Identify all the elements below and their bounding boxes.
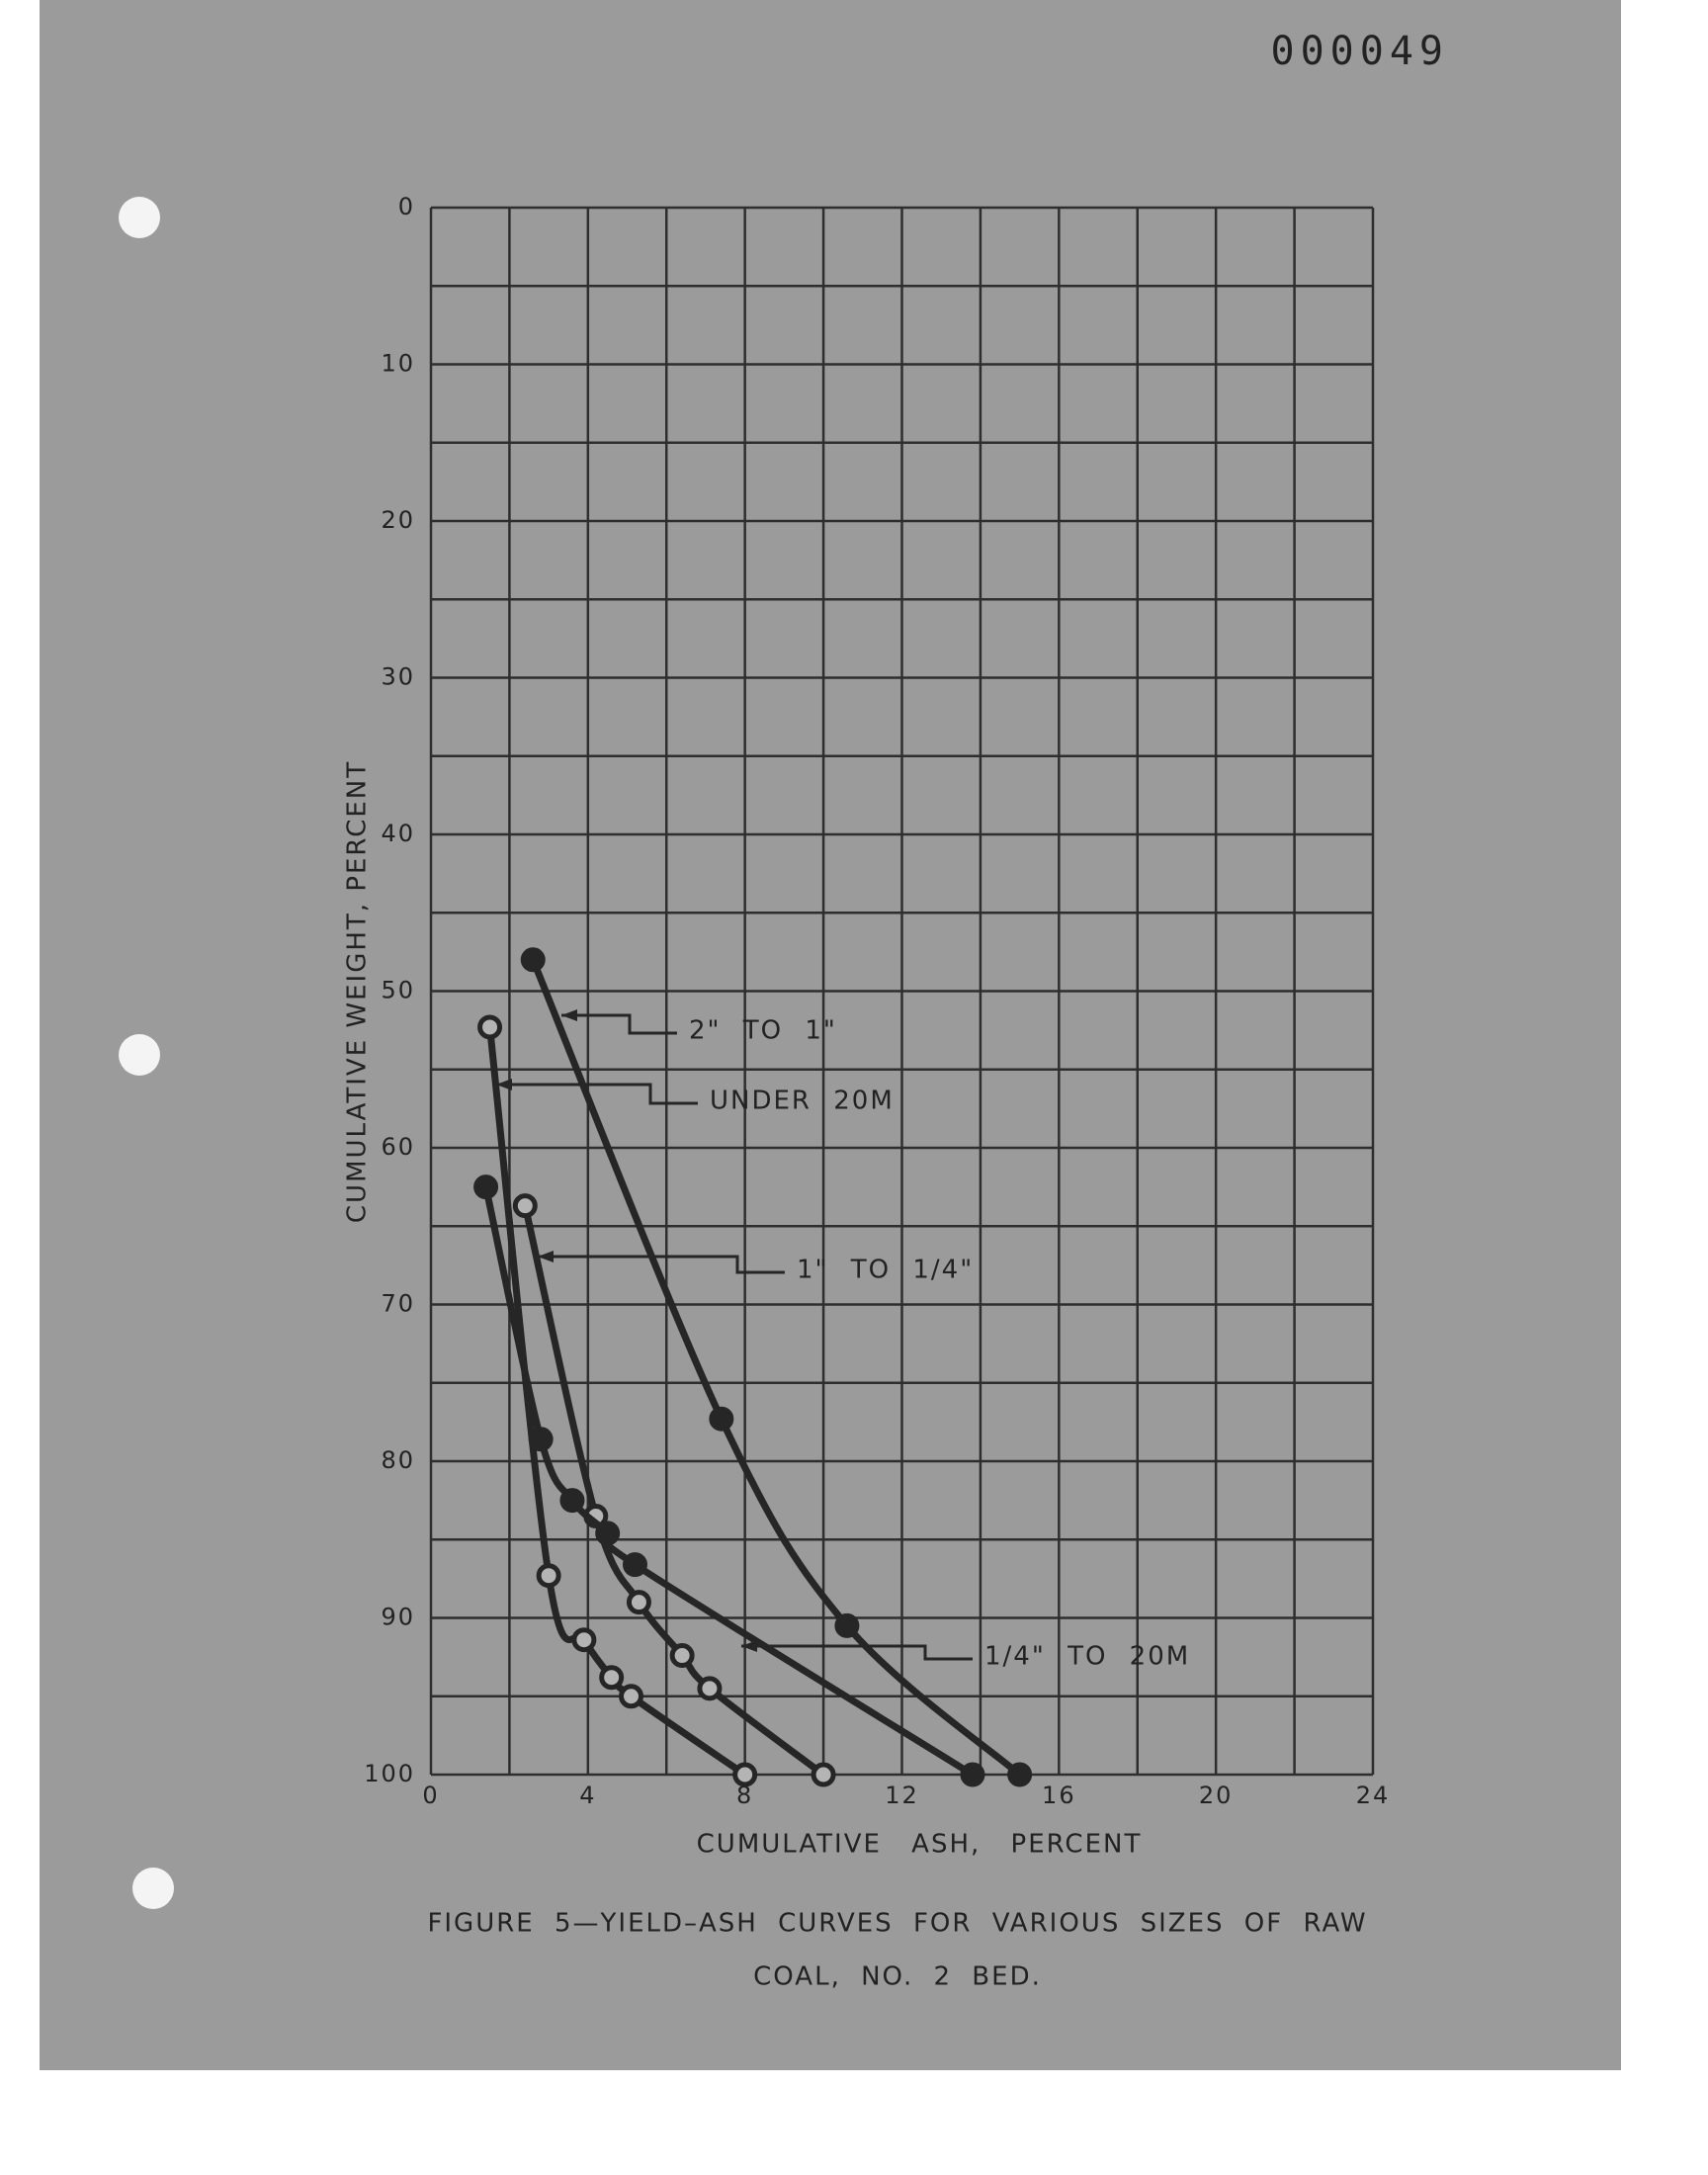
- arrowhead: [741, 1640, 757, 1652]
- data-point: [622, 1552, 647, 1578]
- data-point: [1007, 1762, 1033, 1787]
- curve-label: UNDER 20M: [710, 1087, 895, 1116]
- data-point: [599, 1665, 625, 1691]
- y-tick-label: 90: [381, 1604, 415, 1631]
- data-point: [595, 1521, 621, 1546]
- data-point: [697, 1676, 723, 1701]
- page-number: 000049: [1271, 29, 1450, 74]
- x-tick-label: 0: [422, 1782, 439, 1809]
- data-point: [536, 1563, 561, 1589]
- punch-hole: [119, 1034, 160, 1076]
- x-tick-label: 4: [579, 1782, 596, 1809]
- arrowhead: [496, 1079, 512, 1090]
- data-point: [512, 1193, 538, 1219]
- y-tick-label: 50: [381, 977, 415, 1004]
- data-point: [528, 1427, 554, 1452]
- curve-label: 2" TO 1": [689, 1016, 837, 1046]
- x-tick-label: 12: [885, 1782, 919, 1809]
- data-point: [473, 1174, 499, 1200]
- paper: [40, 0, 1621, 2070]
- punch-hole: [119, 197, 160, 238]
- data-point: [571, 1627, 597, 1653]
- caption: FIGURE 5—YIELD–ASH CURVES FOR VARIOUS SI…: [427, 1909, 1367, 1939]
- y-tick-label: 40: [381, 820, 415, 847]
- y-tick-label: 10: [381, 350, 415, 378]
- y-tick-label: 20: [381, 506, 415, 534]
- annotation-arrow: [561, 1013, 677, 1035]
- caption: COAL, NO. 2 BED.: [753, 1962, 1042, 1992]
- annotation-arrow: [538, 1255, 785, 1274]
- data-point: [834, 1612, 860, 1638]
- curve: [529, 956, 1024, 1779]
- y-tick-label: 80: [381, 1446, 415, 1474]
- data-point: [732, 1762, 758, 1787]
- data-point: [709, 1406, 734, 1432]
- x-tick-label: 16: [1042, 1782, 1076, 1809]
- curve-label: 1/4" TO 20M: [984, 1642, 1190, 1672]
- data-point: [559, 1488, 585, 1514]
- y-tick-label: 30: [381, 663, 415, 691]
- x-axis-title: CUMULATIVE ASH, PERCENT: [697, 1830, 1143, 1860]
- arrowhead: [561, 1009, 577, 1021]
- data-point: [669, 1643, 695, 1669]
- data-point: [477, 1014, 503, 1040]
- data-point: [811, 1762, 836, 1787]
- y-tick-label: 100: [364, 1760, 415, 1787]
- arrowhead: [538, 1251, 554, 1262]
- data-point: [626, 1590, 651, 1615]
- x-tick-label: 24: [1356, 1782, 1391, 1809]
- y-axis-title: CUMULATIVE WEIGHT, PERCENT: [343, 760, 373, 1223]
- x-tick-label: 20: [1199, 1782, 1234, 1809]
- annotation-arrow: [496, 1083, 698, 1105]
- data-point: [619, 1684, 644, 1709]
- x-tick-label: 8: [736, 1782, 753, 1809]
- curve-label: 1" TO 1/4": [797, 1256, 974, 1285]
- y-tick-label: 60: [381, 1133, 415, 1161]
- data-point: [520, 947, 546, 973]
- punch-hole: [132, 1868, 174, 1909]
- annotation-arrow: [741, 1644, 973, 1661]
- y-tick-label: 70: [381, 1290, 415, 1318]
- data-point: [960, 1762, 985, 1787]
- y-tick-label: 0: [398, 193, 415, 220]
